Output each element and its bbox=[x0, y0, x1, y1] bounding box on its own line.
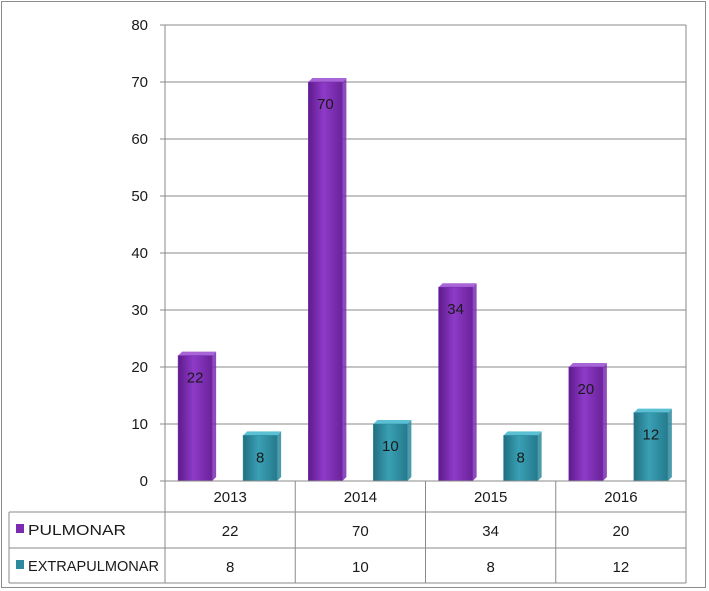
table-cell: 8 bbox=[226, 559, 234, 576]
data-label: 12 bbox=[643, 427, 660, 444]
y-tick-label: 50 bbox=[131, 188, 148, 205]
bar-extrapulmonar-2015 bbox=[503, 435, 538, 482]
bar-pulmonar-2013 bbox=[177, 355, 213, 482]
bar-pulmonar-2016 bbox=[568, 366, 604, 482]
y-tick-label: 70 bbox=[131, 74, 148, 91]
bar-side bbox=[602, 363, 607, 481]
x-category-label: 2014 bbox=[344, 489, 377, 506]
bar-pulmonar-2014 bbox=[308, 81, 343, 482]
bar-top bbox=[178, 351, 217, 356]
legend-swatch-pulmonar bbox=[16, 524, 24, 533]
x-category-label: 2016 bbox=[604, 489, 637, 506]
bar-side bbox=[472, 283, 477, 481]
bar-pulmonar-2015 bbox=[438, 286, 473, 482]
data-label: 8 bbox=[256, 449, 264, 466]
x-category-label: 2015 bbox=[474, 489, 507, 506]
bar-extrapulmonar-2013 bbox=[242, 435, 278, 482]
data-label: 22 bbox=[187, 370, 204, 387]
data-label: 10 bbox=[382, 438, 399, 455]
bar-side bbox=[537, 431, 542, 481]
bar-top bbox=[308, 78, 347, 82]
bar-side bbox=[212, 351, 217, 481]
bar-side bbox=[277, 431, 282, 481]
bar-top bbox=[243, 431, 282, 436]
y-tick-label: 0 bbox=[140, 473, 148, 490]
legend-label: PULMONAR bbox=[28, 522, 126, 539]
bar-top bbox=[438, 283, 477, 288]
legend-swatch-extrapulmonar bbox=[16, 560, 24, 569]
table-cell: 22 bbox=[222, 523, 239, 540]
y-tick-label: 20 bbox=[131, 359, 148, 376]
bar-side bbox=[407, 420, 412, 481]
x-category-label: 2013 bbox=[213, 489, 246, 506]
gridlines bbox=[165, 24, 686, 482]
table-cell: 70 bbox=[352, 523, 369, 540]
bar-side bbox=[342, 78, 347, 481]
data-label: 8 bbox=[516, 449, 524, 466]
bar-top bbox=[633, 408, 672, 413]
bar-top bbox=[503, 431, 542, 436]
y-tick-label: 30 bbox=[131, 302, 148, 319]
bar-side bbox=[667, 408, 672, 481]
bar-top bbox=[568, 363, 607, 367]
y-tick-label: 80 bbox=[131, 17, 148, 34]
data-label: 20 bbox=[578, 381, 595, 398]
data-table: 2013 2014 2015 2016 PULMONAR 22 70 34 20 EXTRAPUL… bbox=[8, 480, 687, 584]
table-cell: 20 bbox=[613, 523, 630, 540]
table-cell: 12 bbox=[613, 559, 630, 576]
y-tick-label: 40 bbox=[131, 245, 148, 262]
y-axis: 0 10 20 30 40 50 60 70 80 bbox=[131, 17, 687, 490]
bar-top bbox=[373, 420, 412, 424]
y-tick-label: 60 bbox=[131, 131, 148, 148]
data-label: 70 bbox=[317, 96, 334, 113]
y-tick-label: 10 bbox=[131, 416, 148, 433]
table-cell: 8 bbox=[486, 559, 494, 576]
bar-extrapulmonar-2014 bbox=[373, 423, 408, 482]
bar-extrapulmonar-2016 bbox=[633, 412, 669, 482]
bars: 22 8 70 10 34 8 20 12 bbox=[177, 78, 672, 482]
table-cell: 10 bbox=[352, 559, 369, 576]
data-label: 34 bbox=[447, 301, 464, 318]
legend-label: EXTRAPULMONAR bbox=[28, 558, 159, 575]
table-cell: 34 bbox=[482, 523, 499, 540]
